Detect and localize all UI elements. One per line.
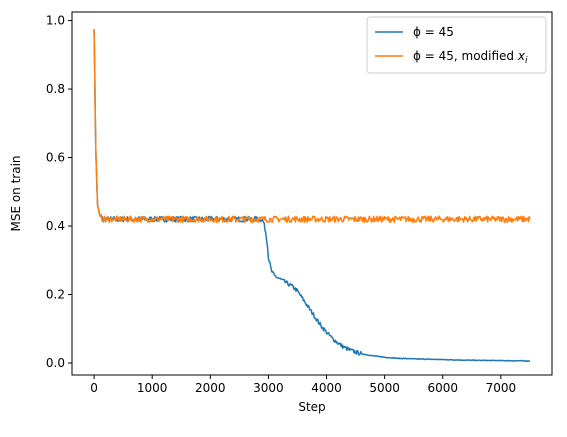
y-tick-label: 0.8 bbox=[46, 82, 65, 96]
y-tick-label: 0.2 bbox=[46, 288, 65, 302]
y-tick-label: 0.6 bbox=[46, 151, 65, 165]
legend-box bbox=[366, 16, 547, 74]
y-tick-label: 1.0 bbox=[46, 14, 65, 28]
series-line-1 bbox=[93, 29, 531, 362]
x-tick-label: 4000 bbox=[311, 381, 342, 395]
x-tick-label: 2000 bbox=[195, 381, 226, 395]
y-tick-label: 0.0 bbox=[46, 356, 65, 370]
legend-label-series-2: ϕ = 45, modified xi bbox=[413, 49, 528, 66]
y-tick-label: 0.4 bbox=[46, 219, 65, 233]
x-axis-ticks: 0 1000 2000 3000 4000 5000 6000 7000 bbox=[90, 375, 516, 395]
plot-frame bbox=[71, 11, 553, 376]
series-line-2 bbox=[93, 29, 531, 224]
series-layer bbox=[93, 29, 531, 362]
x-tick-label: 1000 bbox=[137, 381, 168, 395]
legend-label-series-1: ϕ = 45 bbox=[413, 25, 454, 39]
x-tick-label: 3000 bbox=[253, 381, 284, 395]
x-tick-label: 0 bbox=[90, 381, 98, 395]
y-axis-ticks: 0.0 0.2 0.4 0.6 0.8 1.0 bbox=[46, 14, 72, 370]
legend: ϕ = 45 ϕ = 45, modified xi bbox=[366, 16, 547, 74]
y-axis-label: MSE on train bbox=[9, 155, 23, 231]
x-tick-label: 5000 bbox=[369, 381, 400, 395]
x-tick-label: 7000 bbox=[486, 381, 517, 395]
x-tick-label: 6000 bbox=[427, 381, 458, 395]
x-axis-label: Step bbox=[298, 400, 325, 414]
